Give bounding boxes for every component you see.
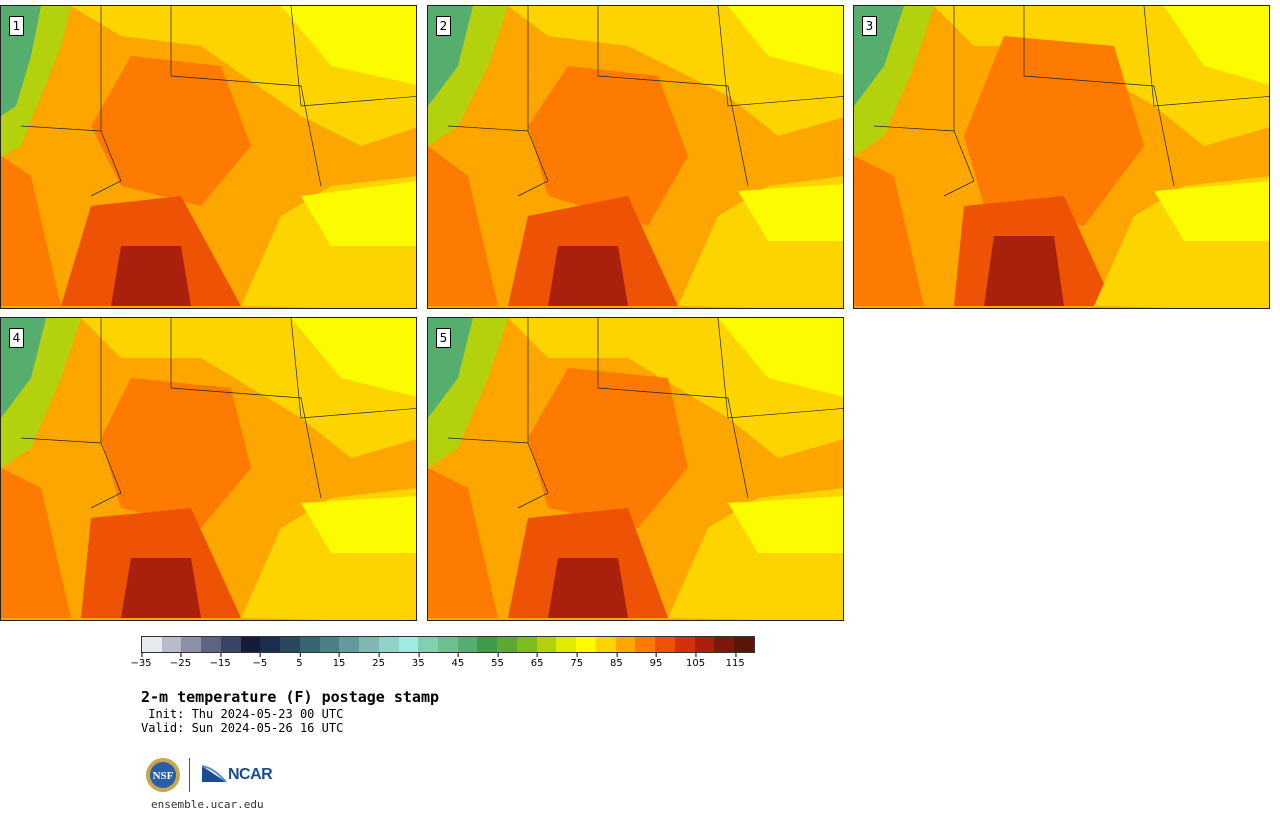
colorbar-tick-label: 75 bbox=[570, 653, 583, 669]
colorbar-tick-label: 5 bbox=[296, 653, 303, 669]
colorbar-swatch bbox=[576, 637, 596, 652]
init-time: Init: Thu 2024-05-23 00 UTC bbox=[141, 707, 344, 721]
colorbar-swatch bbox=[595, 637, 616, 652]
colorbar-swatch bbox=[477, 637, 498, 652]
map-panel-4: 4 bbox=[0, 317, 417, 621]
colorbar-swatch bbox=[457, 637, 478, 652]
colorbar-swatch bbox=[161, 637, 182, 652]
temperature-map bbox=[1, 318, 416, 620]
colorbar-swatch bbox=[142, 637, 162, 652]
colorbar-tick-label: 45 bbox=[452, 653, 464, 669]
colorbar-swatch bbox=[694, 637, 715, 652]
colorbar-tick-label: −5 bbox=[252, 653, 267, 669]
colorbar-swatch bbox=[635, 637, 656, 652]
colorbar-swatch bbox=[319, 637, 340, 652]
colorbar-swatch bbox=[615, 637, 636, 652]
colorbar bbox=[141, 636, 755, 653]
colorbar-swatch bbox=[201, 637, 221, 652]
colorbar-tick-label: 25 bbox=[372, 653, 385, 669]
colorbar-swatch bbox=[674, 637, 695, 652]
svg-text:NSF: NSF bbox=[153, 770, 174, 782]
colorbar-swatch bbox=[497, 637, 517, 652]
colorbar-ticks: −35 −25 −15 −5 5 15 25 35 45 55 65 75 85 95 105 115 bbox=[130, 653, 755, 673]
site-url: ensemble.ucar.edu bbox=[151, 798, 264, 811]
colorbar-tick-label: −35 bbox=[130, 653, 152, 669]
colorbar-swatch bbox=[734, 637, 754, 652]
colorbar-swatch bbox=[516, 637, 537, 652]
temperature-map bbox=[1, 6, 416, 308]
ncar-wordmark: NCAR bbox=[228, 766, 273, 783]
colorbar-tick-label: 15 bbox=[333, 653, 345, 669]
colorbar-swatch bbox=[339, 637, 360, 652]
colorbar-swatch bbox=[220, 637, 241, 652]
colorbar-tick-label: 55 bbox=[491, 653, 504, 669]
temperature-map bbox=[428, 318, 843, 620]
temperature-map bbox=[428, 6, 843, 308]
logo-divider bbox=[189, 758, 190, 792]
colorbar-tick-label: 35 bbox=[412, 653, 425, 669]
map-panel-2: 2 bbox=[427, 5, 844, 309]
colorbar-swatch bbox=[438, 637, 458, 652]
colorbar-swatch bbox=[260, 637, 281, 652]
colorbar-swatch bbox=[181, 637, 202, 652]
map-panel-5: 5 bbox=[427, 317, 844, 621]
colorbar-swatch bbox=[655, 637, 675, 652]
colorbar-swatch bbox=[536, 637, 557, 652]
colorbar-tick-label: 65 bbox=[531, 653, 543, 669]
colorbar-tick-label: 115 bbox=[726, 653, 745, 669]
panel-number: 2 bbox=[436, 16, 451, 36]
plot-title: 2-m temperature (F) postage stamp bbox=[141, 688, 440, 706]
colorbar-swatch bbox=[714, 637, 735, 652]
colorbar-tick-label: 95 bbox=[650, 653, 662, 669]
colorbar-tick-label: 105 bbox=[686, 653, 705, 669]
panel-number: 3 bbox=[862, 16, 877, 36]
colorbar-swatch bbox=[240, 637, 261, 652]
panel-number: 4 bbox=[9, 328, 24, 348]
colorbar-swatch bbox=[418, 637, 439, 652]
temperature-map bbox=[854, 6, 1269, 308]
map-panel-1: 1 bbox=[0, 5, 417, 309]
map-panel-3: 3 bbox=[853, 5, 1270, 309]
ncar-logo-icon bbox=[201, 765, 227, 783]
panel-number: 5 bbox=[436, 328, 451, 348]
colorbar-swatch bbox=[359, 637, 379, 652]
colorbar-swatch bbox=[398, 637, 419, 652]
colorbar-swatch bbox=[299, 637, 320, 652]
colorbar-tick-label: −25 bbox=[170, 653, 191, 669]
panel-number: 1 bbox=[9, 16, 24, 36]
colorbar-swatch bbox=[280, 637, 300, 652]
colorbar-swatch bbox=[378, 637, 399, 652]
colorbar-tick-label: 85 bbox=[610, 653, 623, 669]
valid-time: Valid: Sun 2024-05-26 16 UTC bbox=[141, 721, 344, 735]
colorbar-swatch bbox=[556, 637, 577, 652]
nsf-logo-icon: NSF bbox=[146, 758, 180, 792]
colorbar-tick-label: −15 bbox=[210, 653, 231, 669]
logos: NSF NCAR bbox=[145, 757, 273, 793]
